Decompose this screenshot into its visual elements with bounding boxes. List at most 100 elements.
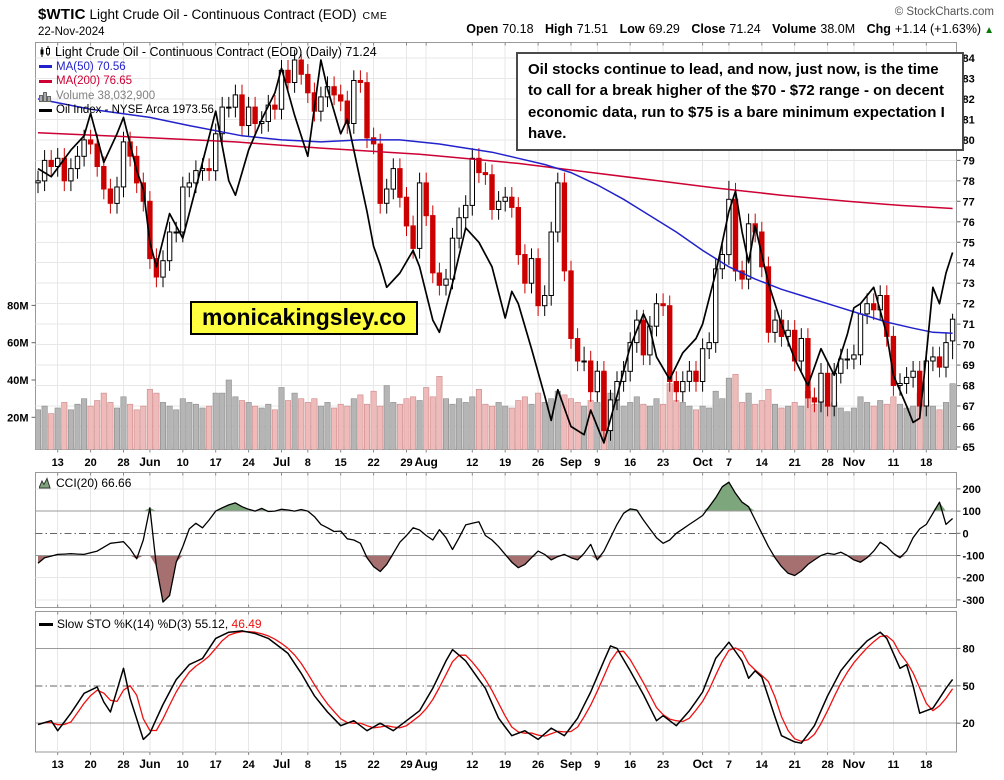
legend-oil-index: Oil Index - NYSE Arca 1973.56 bbox=[56, 104, 214, 117]
annotation-box: Oil stocks continue to lead, and now, ju… bbox=[516, 52, 964, 152]
exchange-label: CME bbox=[362, 10, 388, 22]
volume-value: 38.0M bbox=[820, 22, 856, 36]
svg-text:Nov: Nov bbox=[843, 757, 866, 771]
svg-text:Sep: Sep bbox=[560, 757, 582, 771]
svg-text:74: 74 bbox=[963, 258, 976, 270]
svg-text:67: 67 bbox=[963, 401, 975, 413]
svg-text:9: 9 bbox=[594, 759, 600, 771]
cci-legend: CCI(20) 66.66 bbox=[38, 476, 132, 490]
svg-text:0: 0 bbox=[963, 528, 969, 540]
svg-text:19: 19 bbox=[499, 457, 511, 469]
svg-text:80: 80 bbox=[963, 135, 975, 147]
svg-text:10: 10 bbox=[177, 457, 189, 469]
svg-text:16: 16 bbox=[624, 759, 636, 771]
svg-text:22: 22 bbox=[367, 457, 379, 469]
svg-text:28: 28 bbox=[117, 457, 129, 469]
instrument-name: Light Crude Oil - Continuous Contract (E… bbox=[89, 7, 357, 22]
svg-text:77: 77 bbox=[963, 196, 975, 208]
chart-header-left: $WTIC Light Crude Oil - Continuous Contr… bbox=[38, 6, 387, 38]
title-line: $WTIC Light Crude Oil - Continuous Contr… bbox=[38, 6, 387, 23]
svg-text:20: 20 bbox=[84, 759, 96, 771]
high-label: High bbox=[545, 22, 573, 36]
svg-text:21: 21 bbox=[789, 759, 801, 771]
svg-text:26: 26 bbox=[532, 457, 544, 469]
svg-text:76: 76 bbox=[963, 217, 975, 229]
svg-text:69: 69 bbox=[963, 360, 975, 372]
svg-text:79: 79 bbox=[963, 155, 975, 167]
sto-legend: Slow STO %K(14) %D(3) 55.12, 46.49 bbox=[39, 617, 262, 631]
chart-header-right: © StockCharts.com Open 70.18 High 71.51 Lo… bbox=[466, 6, 994, 36]
svg-text:Aug: Aug bbox=[415, 455, 438, 469]
svg-text:20M: 20M bbox=[7, 412, 28, 424]
svg-text:11: 11 bbox=[888, 759, 900, 771]
cci-label: CCI(20) 66.66 bbox=[56, 476, 132, 490]
svg-text:73: 73 bbox=[963, 278, 975, 290]
svg-text:81: 81 bbox=[963, 114, 975, 126]
svg-text:66: 66 bbox=[963, 422, 975, 434]
svg-text:Jul: Jul bbox=[273, 455, 290, 469]
svg-text:18: 18 bbox=[920, 759, 932, 771]
svg-text:23: 23 bbox=[657, 759, 669, 771]
volume-bars-icon bbox=[39, 91, 52, 102]
svg-text:68: 68 bbox=[963, 381, 975, 393]
legend-ma200: MA(200) 76.65 bbox=[56, 75, 133, 88]
svg-text:Sep: Sep bbox=[560, 455, 582, 469]
chg-label: Chg bbox=[866, 22, 891, 36]
svg-text:-200: -200 bbox=[963, 573, 985, 585]
high-value: 71.51 bbox=[576, 22, 609, 36]
svg-text:7: 7 bbox=[726, 457, 732, 469]
svg-text:Oct: Oct bbox=[693, 757, 713, 771]
svg-text:14: 14 bbox=[756, 457, 769, 469]
candlestick-icon bbox=[39, 46, 51, 58]
quote-line: Open 70.18 High 71.51 Low 69.29 Close 71.24 … bbox=[466, 22, 994, 36]
svg-text:20: 20 bbox=[963, 718, 975, 730]
open-label: Open bbox=[466, 22, 499, 36]
svg-text:15: 15 bbox=[335, 457, 347, 469]
svg-text:16: 16 bbox=[624, 457, 636, 469]
copyright: © StockCharts.com bbox=[894, 6, 994, 18]
svg-text:-100: -100 bbox=[963, 551, 985, 563]
price-panel-legend: Light Crude Oil - Continuous Contract (E… bbox=[39, 45, 377, 118]
svg-text:71: 71 bbox=[963, 319, 975, 331]
svg-text:26: 26 bbox=[532, 759, 544, 771]
sto-k-swatch bbox=[39, 622, 53, 626]
svg-text:10: 10 bbox=[177, 759, 189, 771]
svg-text:40M: 40M bbox=[7, 375, 28, 387]
svg-text:72: 72 bbox=[963, 299, 975, 311]
volume-label: Volume bbox=[772, 22, 817, 36]
svg-text:84: 84 bbox=[963, 53, 976, 65]
svg-text:82: 82 bbox=[963, 94, 975, 106]
svg-text:200: 200 bbox=[963, 484, 981, 496]
svg-text:Jul: Jul bbox=[273, 757, 290, 771]
svg-text:78: 78 bbox=[963, 176, 975, 188]
ticker-symbol: $WTIC bbox=[38, 6, 86, 23]
svg-text:20: 20 bbox=[84, 457, 96, 469]
svg-text:17: 17 bbox=[210, 759, 222, 771]
svg-text:8: 8 bbox=[305, 457, 311, 469]
svg-text:28: 28 bbox=[117, 759, 129, 771]
ma50-swatch bbox=[39, 65, 52, 69]
svg-text:21: 21 bbox=[789, 457, 801, 469]
svg-text:50: 50 bbox=[963, 681, 975, 693]
close-label: Close bbox=[691, 22, 726, 36]
svg-text:23: 23 bbox=[657, 457, 669, 469]
close-value: 71.24 bbox=[729, 22, 761, 36]
svg-text:12: 12 bbox=[466, 457, 478, 469]
svg-text:83: 83 bbox=[963, 74, 975, 86]
watermark: monicakingsley.co bbox=[190, 301, 419, 335]
svg-text:14: 14 bbox=[756, 759, 769, 771]
sto-d-value: 46.49 bbox=[231, 617, 262, 631]
svg-text:Nov: Nov bbox=[843, 455, 866, 469]
svg-text:13: 13 bbox=[52, 759, 64, 771]
svg-text:9: 9 bbox=[594, 457, 600, 469]
svg-text:Jun: Jun bbox=[139, 455, 160, 469]
chg-value: +1.14 (+1.63%) bbox=[894, 22, 982, 36]
svg-text:18: 18 bbox=[920, 457, 932, 469]
oil-index-swatch bbox=[39, 109, 52, 113]
svg-text:19: 19 bbox=[499, 759, 511, 771]
svg-text:29: 29 bbox=[400, 457, 412, 469]
svg-text:24: 24 bbox=[242, 759, 255, 771]
legend-volume: Volume 38,032,900 bbox=[56, 89, 156, 102]
